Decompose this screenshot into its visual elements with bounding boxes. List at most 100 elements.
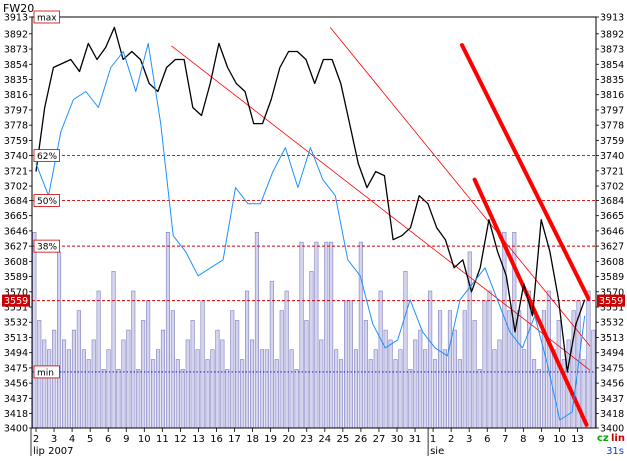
volume-bar [546, 290, 551, 429]
volume-bar [259, 349, 265, 429]
y-tick-label: 3456 [4, 379, 28, 390]
volume-bar [61, 339, 67, 429]
volume-bar [309, 271, 314, 429]
volume-bar [497, 339, 502, 429]
volume-bar [121, 339, 126, 429]
channel-boundary [472, 177, 589, 427]
x-tick-label: 4 [69, 434, 75, 445]
volume-bar [279, 310, 284, 429]
volume-bar [418, 329, 423, 429]
y-tick-label: 3513 [600, 333, 624, 344]
volume-bar [175, 359, 180, 429]
volume-bar [185, 339, 190, 429]
price-series [35, 26, 586, 421]
volume-bar [106, 349, 111, 429]
x-tick-label: 19 [264, 434, 277, 445]
y-tick-label: 3400 [4, 424, 28, 435]
y-tick-label: 3646 [4, 226, 28, 237]
volume-bar [348, 300, 354, 429]
volume-bar [373, 349, 378, 429]
x-tick-label: 11 [156, 434, 169, 445]
volume-bar [284, 290, 289, 429]
x-tick-label: 12 [174, 434, 187, 445]
current-value-label: 3559 [599, 296, 623, 307]
volume-bar [200, 300, 205, 429]
x-tick-label: 27 [373, 434, 386, 445]
y-tick-label: 3627 [600, 242, 624, 253]
volume-bar [363, 320, 368, 429]
interval-label[interactable]: 31s [606, 446, 624, 457]
x-tick-label: 2 [33, 434, 39, 445]
level-label: min [37, 368, 54, 378]
volume-bar [586, 290, 591, 429]
volume-bar [32, 232, 37, 429]
volume-bar [472, 320, 477, 429]
y-axis-left: 3913 3892 3873 3854 3835 3816 3797 3778 3759 3740… [2, 13, 32, 435]
y-tick-label: 3437 [600, 394, 624, 405]
x-tick-label: 8 [520, 434, 526, 445]
y-tick-label: 3702 [4, 182, 28, 193]
level-label: max [37, 14, 57, 24]
y-tick-label: 3721 [4, 166, 28, 177]
y-tick-label: 3646 [600, 226, 624, 237]
x-tick-label: 24 [318, 434, 331, 445]
y-tick-label: 3551 [600, 303, 624, 314]
volume-bar [180, 368, 185, 429]
y-tick-label: 3532 [600, 318, 624, 329]
volume-bar [442, 349, 448, 429]
volume-bar [210, 349, 215, 429]
y-tick-label: 3494 [600, 348, 624, 359]
x-tick-label: 10 [138, 434, 151, 445]
volume-bar [71, 329, 76, 429]
y-tick-label: 3665 [4, 211, 28, 222]
current-value-label: 3559 [4, 296, 28, 307]
toggle-cz[interactable]: cz [597, 433, 609, 444]
y-tick-label: 3892 [4, 29, 28, 40]
volume-bar [413, 339, 418, 429]
volume-bar [294, 368, 299, 429]
volume-bar [131, 290, 136, 429]
x-tick-label: 1 [430, 434, 436, 445]
x-tick-label: 23 [300, 434, 313, 445]
x-tick-label: 6 [484, 434, 490, 445]
y-tick-label: 3418 [4, 409, 28, 420]
toggle-lin[interactable]: lin [611, 433, 625, 444]
x-tick-label: 9 [538, 434, 544, 445]
y-tick-label: 3854 [600, 60, 624, 71]
volume-bar [462, 310, 467, 429]
y-tick-label: 3456 [600, 379, 624, 390]
volume-bar [195, 349, 200, 429]
volume-bar [81, 349, 86, 429]
volume-bar [250, 339, 255, 429]
volume-bar [432, 359, 438, 429]
y-tick-label: 3437 [4, 394, 28, 405]
volume-bar [423, 349, 428, 429]
y-tick-label: 3740 [600, 151, 624, 162]
volume-bar [353, 349, 359, 429]
volume-bar [235, 320, 240, 429]
y-tick-label: 3913 [600, 13, 624, 24]
volume-bar [245, 290, 250, 429]
level-label: 62% [37, 152, 57, 162]
volume-bar [274, 359, 279, 429]
volume-bar [86, 359, 91, 429]
x-tick-label: 10 [553, 434, 566, 445]
x-tick-label: 3 [51, 434, 57, 445]
volume-bar [66, 349, 71, 429]
volume-bar [126, 329, 131, 429]
volume-bar [264, 349, 269, 429]
plot-frame [31, 16, 597, 429]
level-tag [33, 10, 60, 24]
volume-bar [368, 359, 373, 429]
x-tick-label: 9 [123, 434, 129, 445]
x-tick-label: 17 [228, 434, 241, 445]
y-tick-label: 3475 [4, 363, 28, 374]
level-tag [33, 194, 60, 207]
volume-bar [91, 339, 96, 429]
volume-bar [522, 349, 527, 429]
volume-bar [343, 300, 349, 429]
volume-bar [96, 290, 101, 429]
trend-channel [171, 27, 591, 427]
